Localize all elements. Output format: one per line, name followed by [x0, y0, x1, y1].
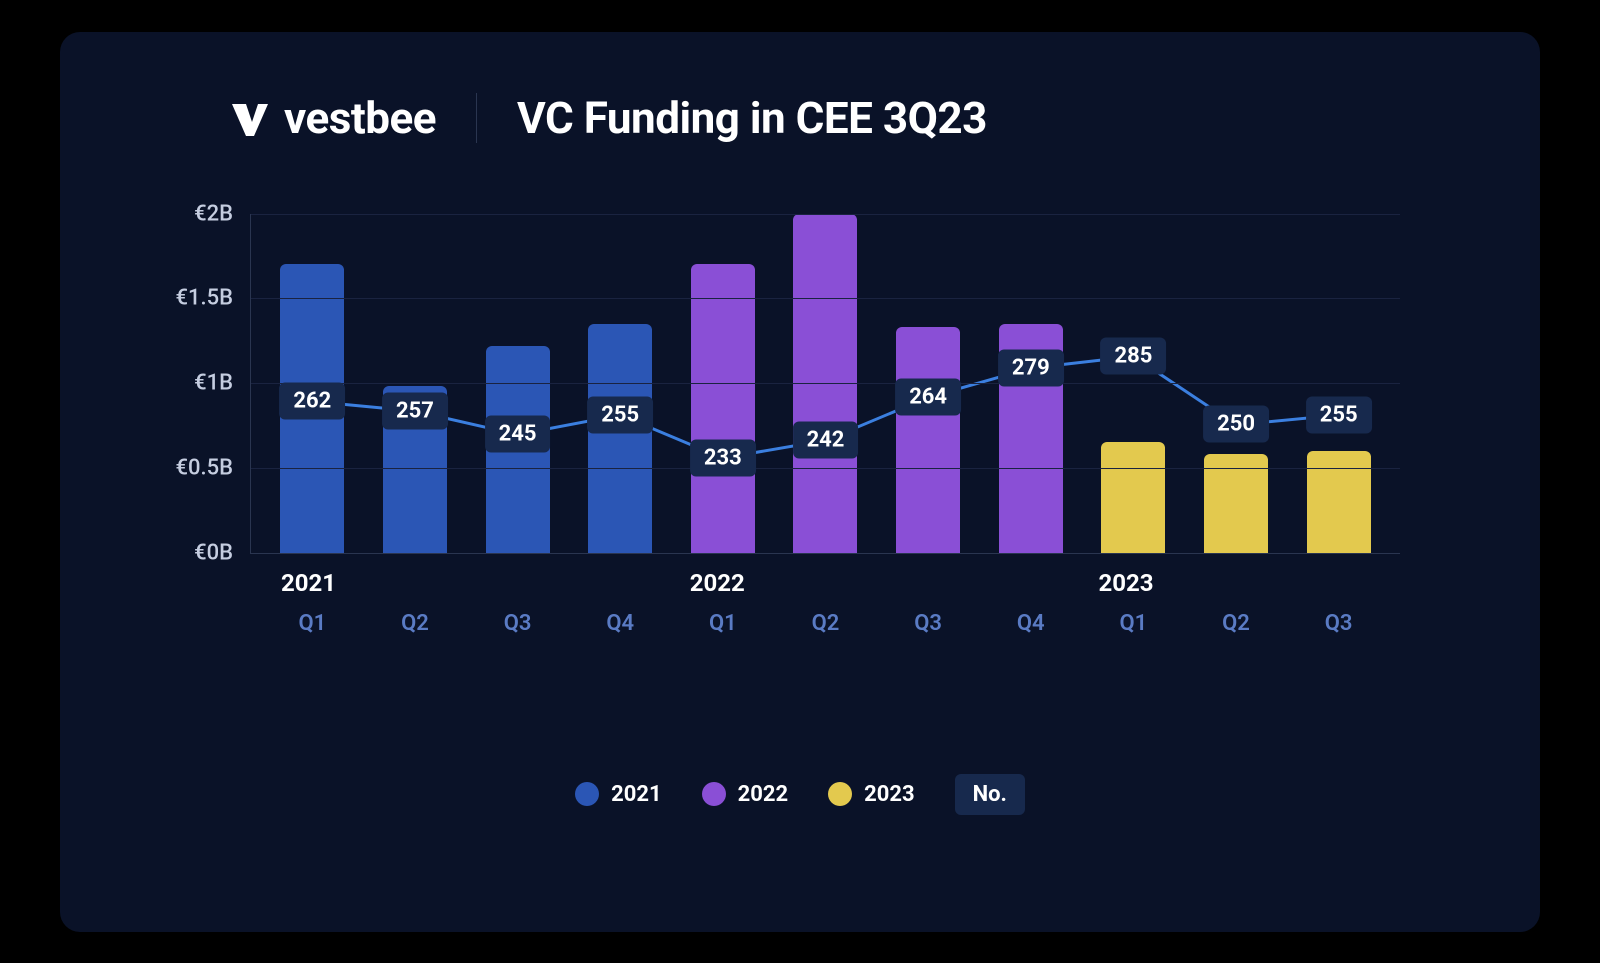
count-badge: 279 — [998, 349, 1064, 386]
legend-label: 2023 — [864, 782, 915, 807]
legend: 2021 2022 2023 No. — [140, 774, 1460, 815]
chart-title: VC Funding in CEE 3Q23 — [517, 92, 987, 144]
count-badge: 242 — [793, 421, 859, 458]
quarter-label: Q3 — [486, 611, 550, 636]
quarter-labels-row: Q1 Q2 Q3 Q4 Q1 Q2 Q3 Q4 Q1 Q2 Q3 — [251, 611, 1400, 636]
header-divider — [476, 93, 477, 143]
quarter-label: Q1 — [691, 611, 755, 636]
quarter-label: Q1 — [280, 611, 344, 636]
legend-dot-icon — [575, 782, 599, 806]
count-badge: 233 — [690, 439, 756, 476]
bar-2023-Q1 — [1101, 442, 1165, 552]
plot-region: 202120222023 Q1Q2Q3Q4Q1Q2Q3Q4Q1Q2Q3 €0B€… — [250, 214, 1400, 554]
legend-label: 2021 — [611, 782, 662, 807]
quarter-label: Q1 — [1101, 611, 1165, 636]
bar-2023-Q3 — [1307, 451, 1371, 553]
quarter-label: Q2 — [793, 611, 857, 636]
year-label: 2023 — [1078, 569, 1390, 597]
legend-item: 2023 — [828, 782, 915, 807]
brand-logo: vestbee — [230, 92, 436, 144]
quarter-label: Q2 — [1204, 611, 1268, 636]
bar-2022-Q3 — [896, 327, 960, 552]
gridline — [251, 214, 1400, 215]
legend-label: 2022 — [738, 782, 789, 807]
bar-2023-Q2 — [1204, 454, 1268, 552]
gridline — [251, 383, 1400, 384]
legend-item: 2021 — [575, 782, 662, 807]
count-badge: 262 — [279, 382, 345, 419]
chart-card: vestbee VC Funding in CEE 3Q23 202120222… — [60, 32, 1540, 932]
year-label: 2021 — [261, 569, 670, 597]
y-tick-label: €1.5B — [175, 286, 251, 311]
legend-badge: No. — [955, 774, 1025, 815]
quarter-label: Q2 — [383, 611, 447, 636]
quarter-label: Q3 — [1307, 611, 1371, 636]
legend-item: 2022 — [702, 782, 789, 807]
count-badge: 255 — [1306, 396, 1372, 433]
count-badge: 250 — [1203, 406, 1269, 443]
y-tick-label: €2B — [194, 201, 251, 226]
year-label: 2022 — [670, 569, 1079, 597]
legend-dot-icon — [702, 782, 726, 806]
bar-2022-Q1 — [691, 264, 755, 552]
count-badge: 285 — [1100, 337, 1166, 374]
gridline — [251, 298, 1400, 299]
y-tick-label: €1B — [194, 371, 251, 396]
quarter-label: Q4 — [588, 611, 652, 636]
count-badge: 245 — [485, 416, 551, 453]
legend-dot-icon — [828, 782, 852, 806]
brand-name: vestbee — [284, 92, 436, 144]
chart-area: 202120222023 Q1 Q2 Q3 Q4 Q1 Q2 Q3 Q4 Q1 Q2 Q3 €0B €… — [140, 214, 1460, 634]
count-badge: 264 — [895, 378, 961, 415]
bar-2021-Q4 — [588, 324, 652, 553]
count-badge: 255 — [587, 396, 653, 433]
header: vestbee VC Funding in CEE 3Q23 — [140, 92, 1460, 144]
y-tick-label: €0.5B — [175, 455, 251, 480]
gridline — [251, 468, 1400, 469]
quarter-label: Q3 — [896, 611, 960, 636]
y-tick-label: €0B — [194, 540, 251, 565]
count-badge: 257 — [382, 392, 448, 429]
year-labels-row: 202120222023 — [251, 569, 1400, 597]
vestbee-logo-icon — [230, 98, 270, 138]
quarter-label: Q4 — [999, 611, 1063, 636]
x-axis: 202120222023 Q1 Q2 Q3 Q4 Q1 Q2 Q3 Q4 Q1 Q2 Q3 — [251, 553, 1400, 636]
